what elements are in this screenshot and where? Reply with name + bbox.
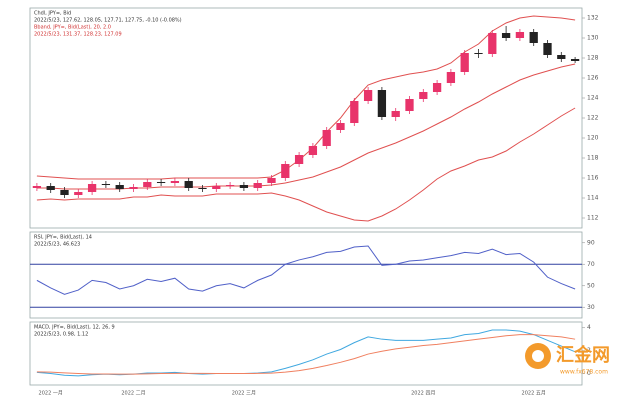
candle-body	[239, 185, 249, 188]
candle-body	[32, 186, 42, 188]
candle-body	[184, 181, 193, 188]
candle-body	[419, 92, 428, 99]
candle-body	[515, 32, 525, 38]
y-tick-label: 132	[587, 15, 599, 22]
y-tick-label: 128	[587, 55, 599, 62]
candle-body	[170, 181, 180, 183]
candle-body	[87, 184, 97, 192]
watermark: 汇金网 www.fx678.com	[525, 343, 610, 376]
watermark-url: www.fx678.com	[560, 369, 608, 376]
y-tick-label: 120	[587, 135, 599, 142]
candle-body	[460, 53, 469, 72]
candle-body	[101, 184, 111, 185]
candle-body	[570, 59, 580, 61]
candle-body	[281, 164, 290, 178]
candle-body	[391, 111, 400, 117]
series-line	[36, 334, 576, 375]
legend-text: Chdl, JPY=, Bid	[34, 11, 71, 17]
x-tick-label: 2022 二月	[121, 391, 145, 397]
series-line	[36, 107, 576, 222]
y-tick-label: 70	[587, 261, 595, 268]
legend-text: 2022/5/23, 127.62, 128.05, 127.71, 127.7…	[34, 18, 182, 24]
candle-body	[225, 185, 235, 186]
y-tick-label: 90	[587, 239, 595, 246]
candle-body	[501, 33, 511, 38]
y-tick-label: 124	[587, 95, 599, 102]
legend-text: RSI, JPY=, Bid(Last), 14	[34, 235, 92, 241]
y-tick-label: 30	[587, 304, 595, 311]
candle-body	[115, 185, 124, 189]
candle-body	[377, 90, 387, 117]
y-tick-label: 130	[587, 35, 599, 42]
candle-body	[129, 187, 138, 189]
candle-body	[529, 32, 538, 43]
candle-body	[543, 43, 552, 55]
candle-body	[363, 90, 373, 101]
candle-body	[557, 55, 566, 59]
candle-body	[474, 53, 483, 54]
candle-body	[405, 99, 414, 111]
candle-body	[446, 72, 456, 83]
legend-text: 2022/5/23, 131.37, 128.23, 127.09	[34, 32, 122, 38]
candle-body	[46, 186, 55, 190]
y-tick-label: 118	[587, 155, 599, 162]
panel-frame	[29, 321, 583, 386]
x-tick-label: 2022 四月	[411, 391, 435, 397]
y-tick-label: 50	[587, 282, 595, 289]
candle-body	[267, 178, 276, 183]
y-tick-label: 112	[587, 215, 599, 222]
candle-body	[308, 146, 318, 155]
x-tick-label: 2022 三月	[232, 391, 256, 397]
series-line	[36, 245, 576, 295]
series-line	[36, 63, 576, 190]
y-tick-label: 116	[587, 175, 599, 182]
y-tick-label: 126	[587, 75, 599, 82]
x-tick-label: 2022 一月	[39, 391, 63, 397]
candle-body	[74, 192, 83, 195]
candle-body	[60, 190, 69, 195]
candle-body	[350, 101, 359, 123]
candle-body	[488, 33, 497, 54]
legend-text: Bband, JPY=, Bid(Last), 20, 2.0	[34, 25, 111, 31]
candle-body	[432, 83, 442, 92]
y-tick-label: 4	[587, 324, 591, 331]
legend-text: 2022/5/23, 0.98, 1.12	[34, 332, 88, 338]
legend-text: MACD, JPY=, Bid(Last), 12, 26, 9	[34, 325, 115, 331]
x-tick-label: 2022 五月	[522, 391, 546, 397]
candle-body	[143, 182, 152, 187]
y-tick-label: 0	[587, 370, 591, 377]
candle-body	[212, 186, 221, 189]
y-tick-label: 2	[587, 347, 591, 354]
candle-body	[253, 183, 262, 188]
candle-body	[322, 130, 331, 146]
legend-text: 2022/5/23, 46.623	[34, 242, 80, 248]
candle-body	[156, 182, 166, 183]
candle-body	[336, 123, 345, 130]
y-tick-label: 114	[587, 195, 599, 202]
candle-body	[198, 188, 207, 189]
y-tick-label: 122	[587, 115, 599, 122]
series-line	[36, 15, 576, 180]
panel-frame	[29, 231, 583, 319]
watermark-logo-inner	[532, 350, 544, 362]
watermark-text: 汇金网	[556, 344, 610, 366]
candle-body	[294, 155, 304, 164]
